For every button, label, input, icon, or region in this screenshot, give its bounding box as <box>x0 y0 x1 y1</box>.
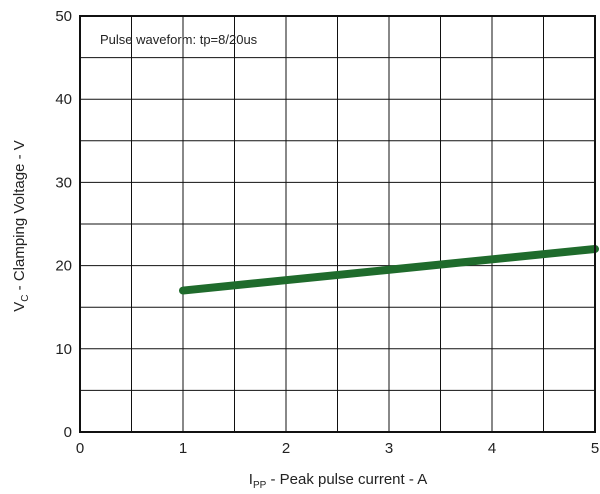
x-tick-label: 5 <box>591 440 599 457</box>
plot-frame <box>79 15 596 433</box>
grid <box>79 15 596 433</box>
y-tick-label: 10 <box>55 341 72 358</box>
series-layer <box>179 244 599 295</box>
x-tick-label: 0 <box>76 440 84 457</box>
y-tick-label: 30 <box>55 174 72 191</box>
y-tick-label: 0 <box>64 424 72 441</box>
x-tick-label: 3 <box>385 440 393 457</box>
x-tick-label: 2 <box>282 440 290 457</box>
y-axis-title: VC - Clamping Voltage - V <box>11 140 31 312</box>
x-tick-label: 4 <box>488 440 496 457</box>
x-tick-label: 1 <box>179 440 187 457</box>
pulse-waveform-annotation: Pulse waveform: tp=8/20us <box>100 32 258 47</box>
x-axis-title: IPP - Peak pulse current - A <box>249 471 427 491</box>
y-tick-label: 50 <box>55 8 72 25</box>
y-tick-label: 40 <box>55 91 72 108</box>
y-tick-label: 20 <box>55 258 72 275</box>
series-line <box>179 244 599 295</box>
